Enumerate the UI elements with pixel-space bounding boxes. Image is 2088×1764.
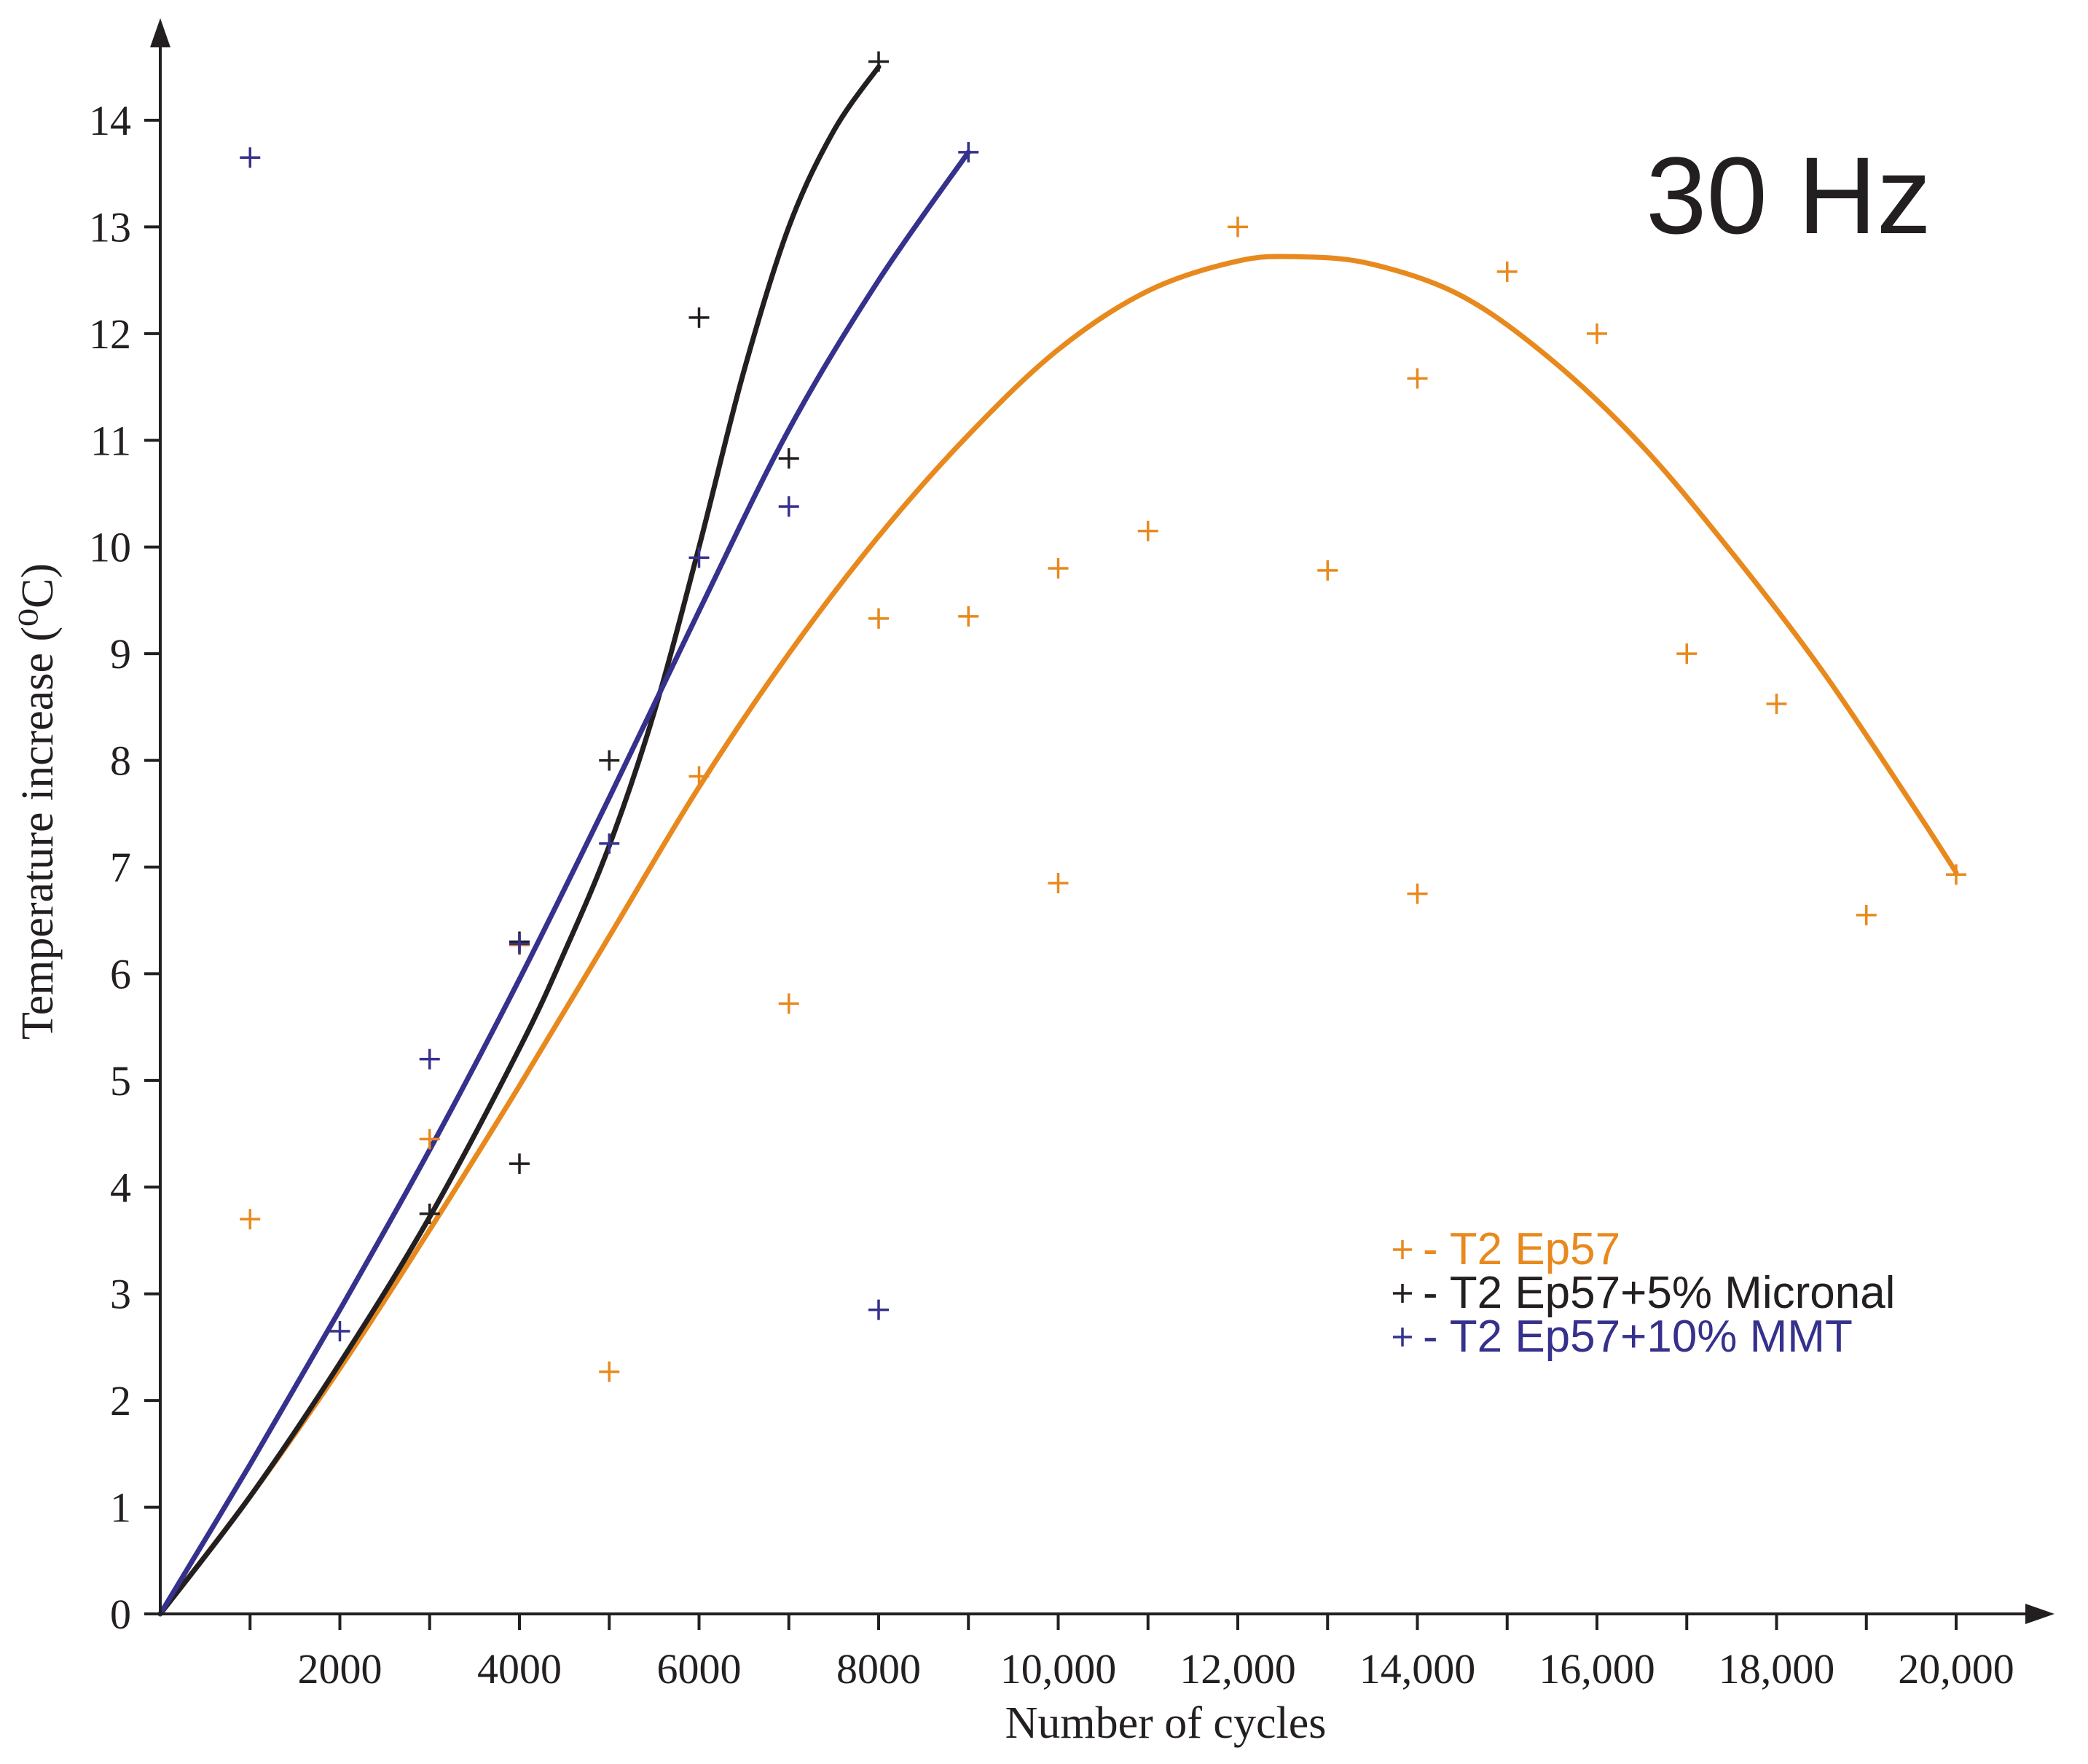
- y-tick-label: 13: [89, 203, 131, 251]
- x-tick-label: 16,000: [1539, 1645, 1655, 1693]
- data-point-t2-ep57-5-micronal: [419, 1203, 440, 1224]
- data-point-t2-ep57: [778, 993, 799, 1014]
- x-tick-label: 20,000: [1898, 1645, 2014, 1693]
- data-point-t2-ep57: [1676, 643, 1698, 665]
- data-point-t2-ep57-5-micronal: [868, 51, 889, 72]
- fit-curves: [157, 64, 1959, 1617]
- x-tick-label: 2000: [298, 1645, 382, 1693]
- legend-label: - T2 Ep57+10% MMT: [1423, 1312, 1853, 1362]
- data-point-t2-ep57-5-micronal: [599, 750, 620, 771]
- legend-marker-icon: [1393, 1284, 1412, 1303]
- legend-label: - T2 Ep57: [1423, 1224, 1620, 1274]
- data-point-t2-ep57-5-micronal: [688, 307, 710, 328]
- data-point-t2-ep57-10-mmt: [329, 1320, 350, 1341]
- data-point-t2-ep57-10-mmt: [599, 833, 620, 854]
- data-point-t2-ep57: [868, 608, 889, 629]
- data-markers: [240, 51, 1966, 1382]
- x-tick-label: 14,000: [1359, 1645, 1476, 1693]
- data-point-t2-ep57-10-mmt: [688, 547, 710, 568]
- y-tick-label: 11: [90, 417, 131, 464]
- y-tick-label: 6: [110, 950, 131, 997]
- y-tick-label: 5: [110, 1057, 131, 1105]
- data-point-t2-ep57: [1048, 558, 1069, 579]
- y-tick-label: 2: [110, 1377, 131, 1424]
- x-axis-arrow-icon: [2025, 1604, 2054, 1624]
- frequency-annotation: 30 Hz: [1646, 134, 1931, 256]
- y-tick-label: 3: [110, 1271, 131, 1318]
- legend-label: - T2 Ep57+5% Micronal: [1423, 1268, 1895, 1318]
- axes: [150, 18, 2054, 1624]
- data-point-t2-ep57-5-micronal: [509, 1153, 530, 1175]
- data-point-t2-ep57-10-mmt: [240, 147, 261, 168]
- data-point-t2-ep57: [1137, 520, 1158, 541]
- x-tick-label: 10,000: [1000, 1645, 1117, 1693]
- x-tick-label: 8000: [836, 1645, 921, 1693]
- y-axis-title: Temperature increase (⁰C): [13, 563, 63, 1040]
- y-axis-arrow-icon: [150, 18, 170, 47]
- fit-curve-t2-ep57: [157, 254, 1959, 1617]
- data-point-t2-ep57: [1587, 323, 1607, 344]
- data-point-t2-ep57: [1856, 904, 1877, 925]
- data-point-t2-ep57-10-mmt: [868, 1299, 889, 1320]
- data-point-t2-ep57: [1946, 864, 1966, 885]
- legend-marker-icon: [1393, 1328, 1412, 1346]
- fit-curve-t2-ep57-5-micronal: [157, 64, 882, 1617]
- data-point-t2-ep57-10-mmt: [509, 933, 530, 954]
- data-point-t2-ep57: [419, 1129, 440, 1150]
- data-point-t2-ep57: [1766, 693, 1787, 714]
- data-point-t2-ep57: [1048, 872, 1069, 893]
- data-point-t2-ep57: [1407, 368, 1428, 389]
- y-tick-label: 9: [110, 630, 131, 678]
- data-point-t2-ep57-10-mmt: [419, 1048, 440, 1070]
- y-tick-label: 0: [110, 1591, 131, 1638]
- x-axis-title: Number of cycles: [1005, 1698, 1327, 1748]
- x-axis-ticks: 2000 4000 6000 8000 10,000 12,000 14,000 16,000…: [248, 1614, 2014, 1693]
- data-point-t2-ep57: [240, 1209, 261, 1230]
- data-point-t2-ep57: [688, 766, 710, 787]
- y-tick-label: 14: [89, 97, 131, 144]
- data-point-t2-ep57: [1228, 216, 1248, 238]
- data-point-t2-ep57-10-mmt: [778, 496, 799, 517]
- y-tick-label: 8: [110, 737, 131, 785]
- data-point-t2-ep57: [1317, 560, 1338, 581]
- y-tick-label: 4: [110, 1164, 131, 1211]
- data-point-t2-ep57: [958, 605, 979, 627]
- x-tick-label: 4000: [477, 1645, 562, 1693]
- x-tick-label: 6000: [657, 1645, 742, 1693]
- legend: - T2 Ep57- T2 Ep57+5% Micronal- T2 Ep57+…: [1393, 1224, 1895, 1362]
- data-point-t2-ep57: [1496, 261, 1518, 282]
- data-point-t2-ep57-10-mmt: [958, 141, 979, 162]
- x-tick-label: 18,000: [1719, 1645, 1835, 1693]
- data-point-t2-ep57: [599, 1361, 620, 1382]
- y-tick-label: 12: [89, 310, 131, 358]
- legend-marker-icon: [1393, 1240, 1412, 1259]
- data-point-t2-ep57-5-micronal: [778, 448, 799, 469]
- x-tick-label: 12,000: [1180, 1645, 1296, 1693]
- y-tick-label: 10: [89, 524, 131, 571]
- data-point-t2-ep57: [1407, 883, 1428, 904]
- y-tick-label: 7: [110, 844, 131, 891]
- y-tick-label: 1: [110, 1484, 131, 1532]
- fit-curve-t2-ep57-10-mmt: [157, 149, 971, 1617]
